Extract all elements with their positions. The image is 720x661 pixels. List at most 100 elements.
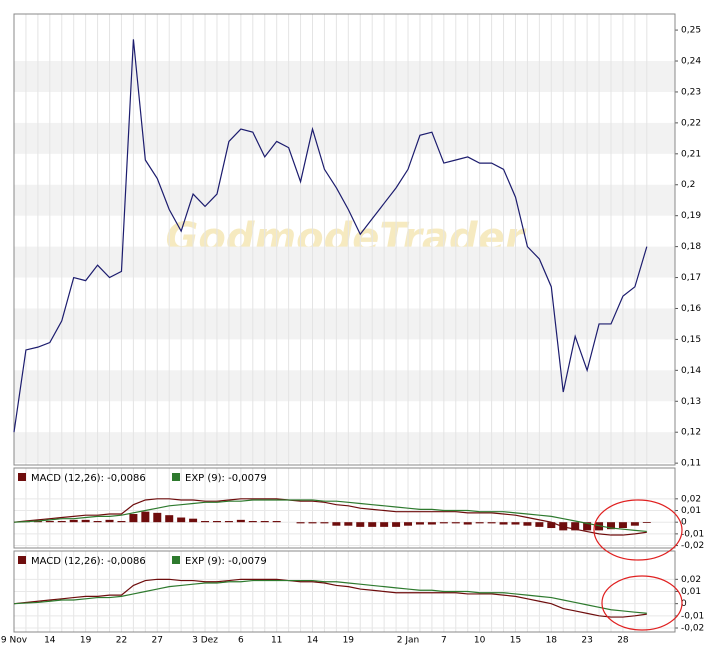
histogram-bar — [141, 511, 150, 523]
grid-band — [14, 308, 675, 340]
y-tick-label: 0,19 — [681, 211, 701, 221]
histogram-bar — [535, 522, 544, 527]
histogram-bar — [212, 521, 221, 523]
histogram-bar — [618, 522, 627, 529]
histogram-bar — [260, 521, 269, 523]
x-tick-label: 6 — [238, 636, 244, 646]
y-tick-label: 0,17 — [681, 273, 701, 283]
histogram-bar — [296, 522, 305, 524]
histogram-bar — [320, 522, 329, 524]
histogram-bar — [404, 522, 413, 526]
legend-swatch — [172, 473, 180, 481]
y-tick-label: 0,01 — [681, 506, 701, 516]
x-tick-label: 10 — [474, 636, 486, 646]
y-tick-label: 0,02 — [681, 494, 701, 504]
grid-band — [14, 61, 675, 92]
y-tick-label: 0,22 — [681, 118, 701, 128]
histogram-bar — [463, 522, 472, 525]
x-tick-label: 11 — [271, 636, 282, 646]
x-tick-label: 9 Nov — [1, 636, 28, 646]
histogram-bar — [177, 517, 186, 523]
grid-band — [14, 370, 675, 402]
histogram-bar — [308, 522, 317, 524]
histogram-bar — [642, 522, 651, 524]
x-tick-label: 2 Jan — [397, 636, 419, 646]
legend-swatch — [18, 473, 26, 481]
histogram-bar — [583, 522, 592, 531]
y-tick-label: -0,01 — [681, 529, 704, 539]
y-tick-label: 0,12 — [681, 428, 701, 438]
histogram-bar — [487, 522, 496, 524]
y-tick-label: 0,11 — [681, 459, 701, 469]
panel-frame — [13, 467, 676, 549]
histogram-bar — [344, 522, 353, 526]
legend-label: EXP (9): -0,0079 — [185, 473, 267, 484]
histogram-bar — [153, 512, 162, 523]
histogram-bar — [272, 521, 281, 523]
y-tick-label: 0,21 — [681, 149, 701, 159]
x-tick-label: 27 — [152, 636, 163, 646]
legend-label: MACD (12,26): -0,0086 — [31, 556, 146, 567]
legend-swatch — [18, 556, 26, 564]
histogram-bar — [129, 514, 138, 523]
x-tick-label: 14 — [44, 636, 56, 646]
x-tick-label: 19 — [80, 636, 92, 646]
histogram-bar — [236, 519, 245, 523]
y-tick-label: 0,02 — [681, 575, 701, 585]
y-tick-label: -0,02 — [681, 541, 704, 551]
grid-band — [14, 122, 675, 154]
x-tick-label: 18 — [546, 636, 558, 646]
histogram-bar — [523, 522, 532, 526]
legend-swatch — [172, 556, 180, 564]
x-tick-label: 15 — [510, 636, 521, 646]
annotation-ellipse — [601, 575, 683, 631]
y-tick-label: 0,14 — [681, 366, 701, 376]
indicator-line — [13, 499, 647, 533]
panel-frame — [13, 13, 676, 466]
histogram-bar — [368, 522, 377, 527]
histogram-bar — [93, 521, 102, 523]
histogram-bar — [248, 521, 257, 523]
x-tick-label: 23 — [581, 636, 592, 646]
histogram-bar — [201, 521, 210, 523]
panel-frame — [13, 550, 676, 633]
y-tick-label: 0,2 — [681, 180, 695, 190]
indicator-line — [13, 498, 647, 536]
histogram-bar — [571, 522, 580, 531]
histogram-bar — [415, 522, 424, 525]
histogram-bar — [511, 522, 520, 525]
histogram-bar — [332, 522, 341, 526]
histogram-bar — [165, 515, 174, 523]
x-tick-label: 19 — [343, 636, 355, 646]
x-tick-label: 22 — [116, 636, 127, 646]
histogram-bar — [189, 518, 198, 523]
x-tick-label: 28 — [617, 636, 629, 646]
histogram-bar — [57, 521, 66, 523]
legend-label: MACD (12,26): -0,0086 — [31, 473, 146, 484]
histogram-bar — [427, 522, 436, 525]
histogram-bar — [475, 522, 484, 524]
histogram-bar — [117, 521, 126, 523]
y-tick-label: 0,25 — [681, 26, 701, 36]
histogram-bar — [45, 521, 54, 523]
histogram-bar — [380, 522, 389, 527]
y-tick-label: 0 — [681, 599, 687, 609]
y-tick-label: 0,13 — [681, 397, 701, 407]
y-tick-label: -0,01 — [681, 611, 704, 621]
x-tick-label: 14 — [307, 636, 319, 646]
y-tick-label: 0,15 — [681, 335, 701, 345]
indicator-line — [13, 579, 647, 614]
histogram-bar — [499, 522, 508, 525]
y-tick-label: 0,18 — [681, 242, 701, 252]
grid-band — [14, 184, 675, 216]
x-tick-label: 3 Dez — [192, 636, 218, 646]
indicator-line — [13, 578, 647, 618]
histogram-bar — [392, 522, 401, 527]
x-tick-label: 7 — [441, 636, 447, 646]
y-tick-label: 0,16 — [681, 304, 701, 314]
grid-band — [14, 246, 675, 278]
y-tick-label: 0,01 — [681, 587, 701, 597]
y-tick-label: 0,23 — [681, 87, 701, 97]
histogram-bar — [224, 521, 233, 523]
